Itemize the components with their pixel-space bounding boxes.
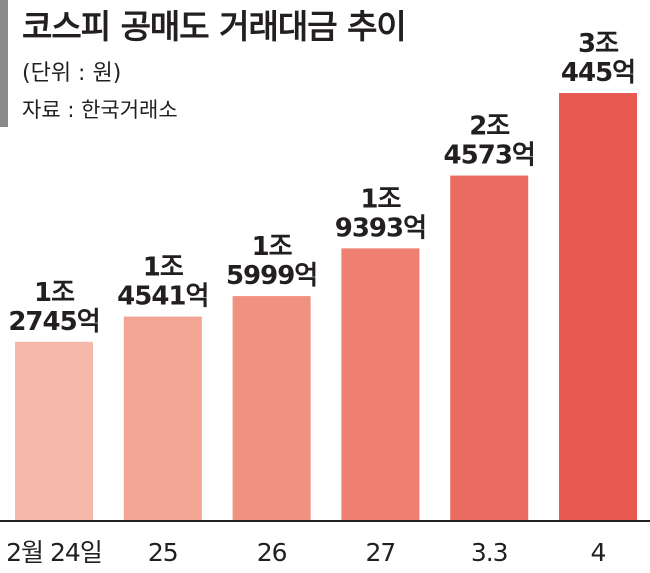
value-label-1-1: 4541억 <box>117 282 208 312</box>
x-tick-label-4: 3.3 <box>471 538 508 567</box>
header-accent-bar <box>0 0 8 127</box>
x-tick-label-3: 27 <box>365 538 395 567</box>
value-label-5-1: 445억 <box>561 58 635 88</box>
bar-5 <box>559 93 637 521</box>
value-label-2-0: 1조 <box>252 232 293 262</box>
value-label-3-1: 9393억 <box>335 213 426 243</box>
x-tick-label-1: 25 <box>148 538 178 567</box>
value-label-0-1: 2745억 <box>8 307 99 337</box>
bar-4 <box>450 175 529 521</box>
x-tick-label-2: 26 <box>257 538 287 567</box>
value-label-4-0: 2조 <box>469 112 510 142</box>
chart-title: 코스피 공매도 거래대금 추이 <box>22 7 407 46</box>
bar-0 <box>15 341 93 521</box>
bar-1 <box>123 316 202 521</box>
bars-group <box>15 93 637 521</box>
value-label-1-0: 1조 <box>143 253 184 283</box>
value-labels-group: 1조2745억1조4541억1조5999억1조9393억2조4573억3조445… <box>8 29 636 337</box>
bar-2 <box>232 296 311 521</box>
source-note: 자료 : 한국거래소 <box>22 98 178 122</box>
bar-3 <box>341 248 420 521</box>
x-tick-label-0: 2월 24일 <box>6 538 102 567</box>
value-label-4-1: 4573억 <box>444 141 535 171</box>
value-label-0-0: 1조 <box>34 278 75 308</box>
value-label-2-1: 5999억 <box>226 261 317 291</box>
value-label-5-0: 3조 <box>578 29 619 59</box>
value-label-3-0: 1조 <box>360 184 401 214</box>
x-tick-label-5: 4 <box>591 538 606 567</box>
x-tick-labels-group: 2월 24일 25 26 27 3.3 4 <box>6 538 606 567</box>
unit-note: (단위 : 원) <box>22 61 122 86</box>
